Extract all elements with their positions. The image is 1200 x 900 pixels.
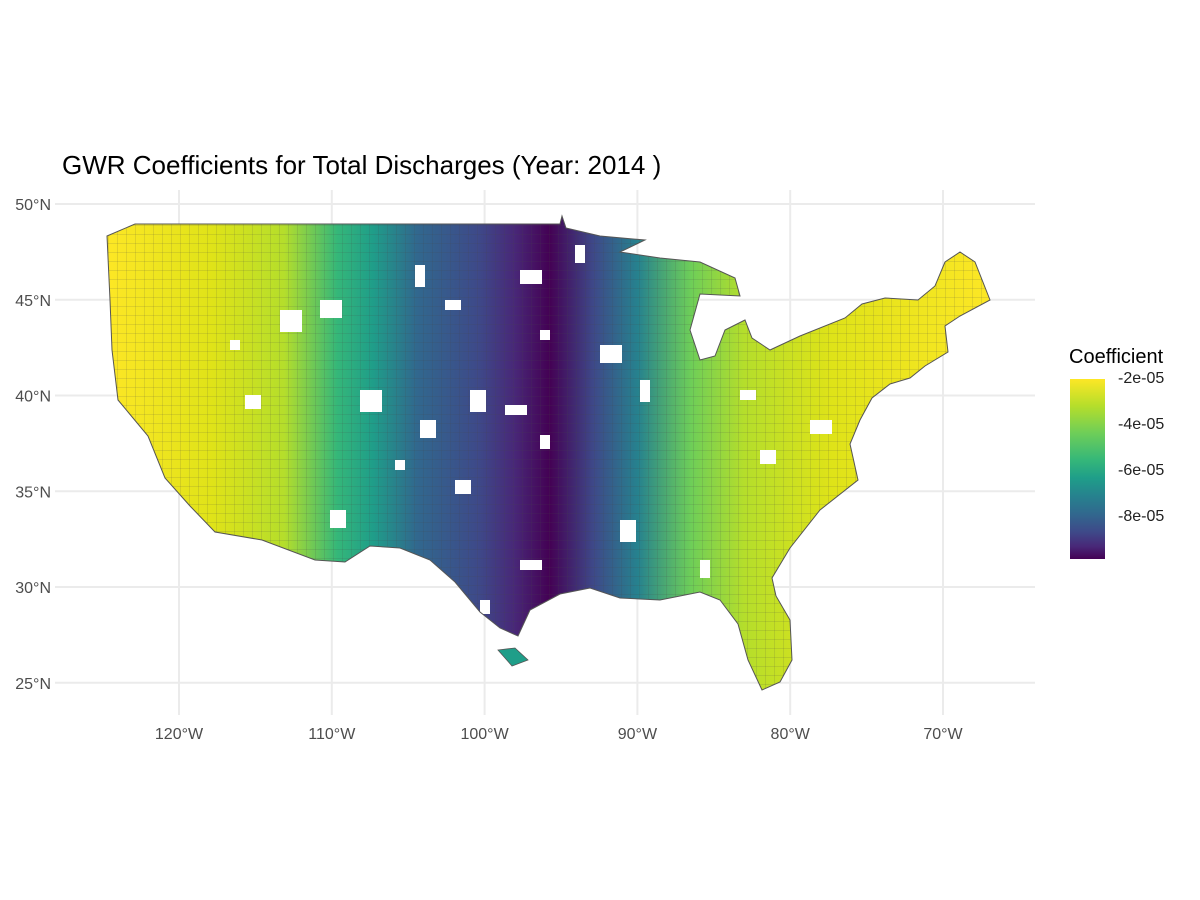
legend-tick-mark [1105, 472, 1111, 473]
x-tick-label: 110°W [308, 726, 356, 743]
missing-county [230, 340, 240, 350]
missing-county [760, 450, 776, 464]
missing-county [740, 390, 756, 400]
y-tick-label: 50°N [15, 197, 51, 214]
missing-county [640, 380, 650, 402]
y-tick-label: 45°N [15, 293, 51, 310]
missing-county [455, 480, 471, 494]
legend-tick-label: -8e-05 [1118, 508, 1165, 525]
missing-county [700, 560, 710, 578]
missing-county [395, 460, 405, 470]
legend-tick-mark [1105, 426, 1111, 427]
y-tick-label: 40°N [15, 389, 51, 406]
missing-county [810, 420, 832, 434]
x-tick-label: 70°W [923, 726, 963, 743]
missing-county [245, 395, 261, 409]
x-tick-label: 80°W [771, 726, 811, 743]
legend-tick-label: -4e-05 [1118, 416, 1165, 433]
axis-tick-labels: 50°N 45°N 40°N 35°N 30°N 25°N 120°W 110°W 100°W 9… [15, 197, 963, 743]
missing-county [620, 520, 636, 542]
missing-county [540, 435, 550, 449]
legend-title: Coefficient [1069, 346, 1164, 368]
x-tick-label: 90°W [618, 726, 658, 743]
missing-county [575, 245, 585, 263]
county-borders [107, 216, 990, 690]
y-tick-label: 35°N [15, 484, 51, 501]
missing-county [600, 345, 622, 363]
missing-county [470, 390, 486, 412]
chart-title: GWR Coefficients for Total Discharges (Y… [62, 150, 662, 180]
missing-county [480, 600, 490, 614]
missing-county [520, 560, 542, 570]
missing-county [360, 390, 382, 412]
y-tick-label: 30°N [15, 580, 51, 597]
coastal-island [497, 647, 529, 667]
legend-tick-mark [1105, 518, 1111, 519]
y-tick-label: 25°N [15, 676, 51, 693]
missing-county [420, 420, 436, 438]
missing-county [445, 300, 461, 310]
county-choropleth [106, 214, 991, 691]
missing-county [520, 270, 542, 284]
missing-county [280, 310, 302, 332]
legend-tick-label: -2e-05 [1118, 370, 1165, 387]
missing-county [415, 265, 425, 287]
x-tick-label: 100°W [460, 726, 509, 743]
missing-county [320, 300, 342, 318]
missing-county [505, 405, 527, 415]
conus-border [106, 214, 991, 691]
missing-county [540, 330, 550, 340]
x-tick-label: 120°W [155, 726, 204, 743]
missing-county [330, 510, 346, 528]
legend-colorbar [1070, 379, 1105, 559]
legend-tick-label: -6e-05 [1118, 462, 1165, 479]
legend-tick-mark [1105, 380, 1111, 381]
